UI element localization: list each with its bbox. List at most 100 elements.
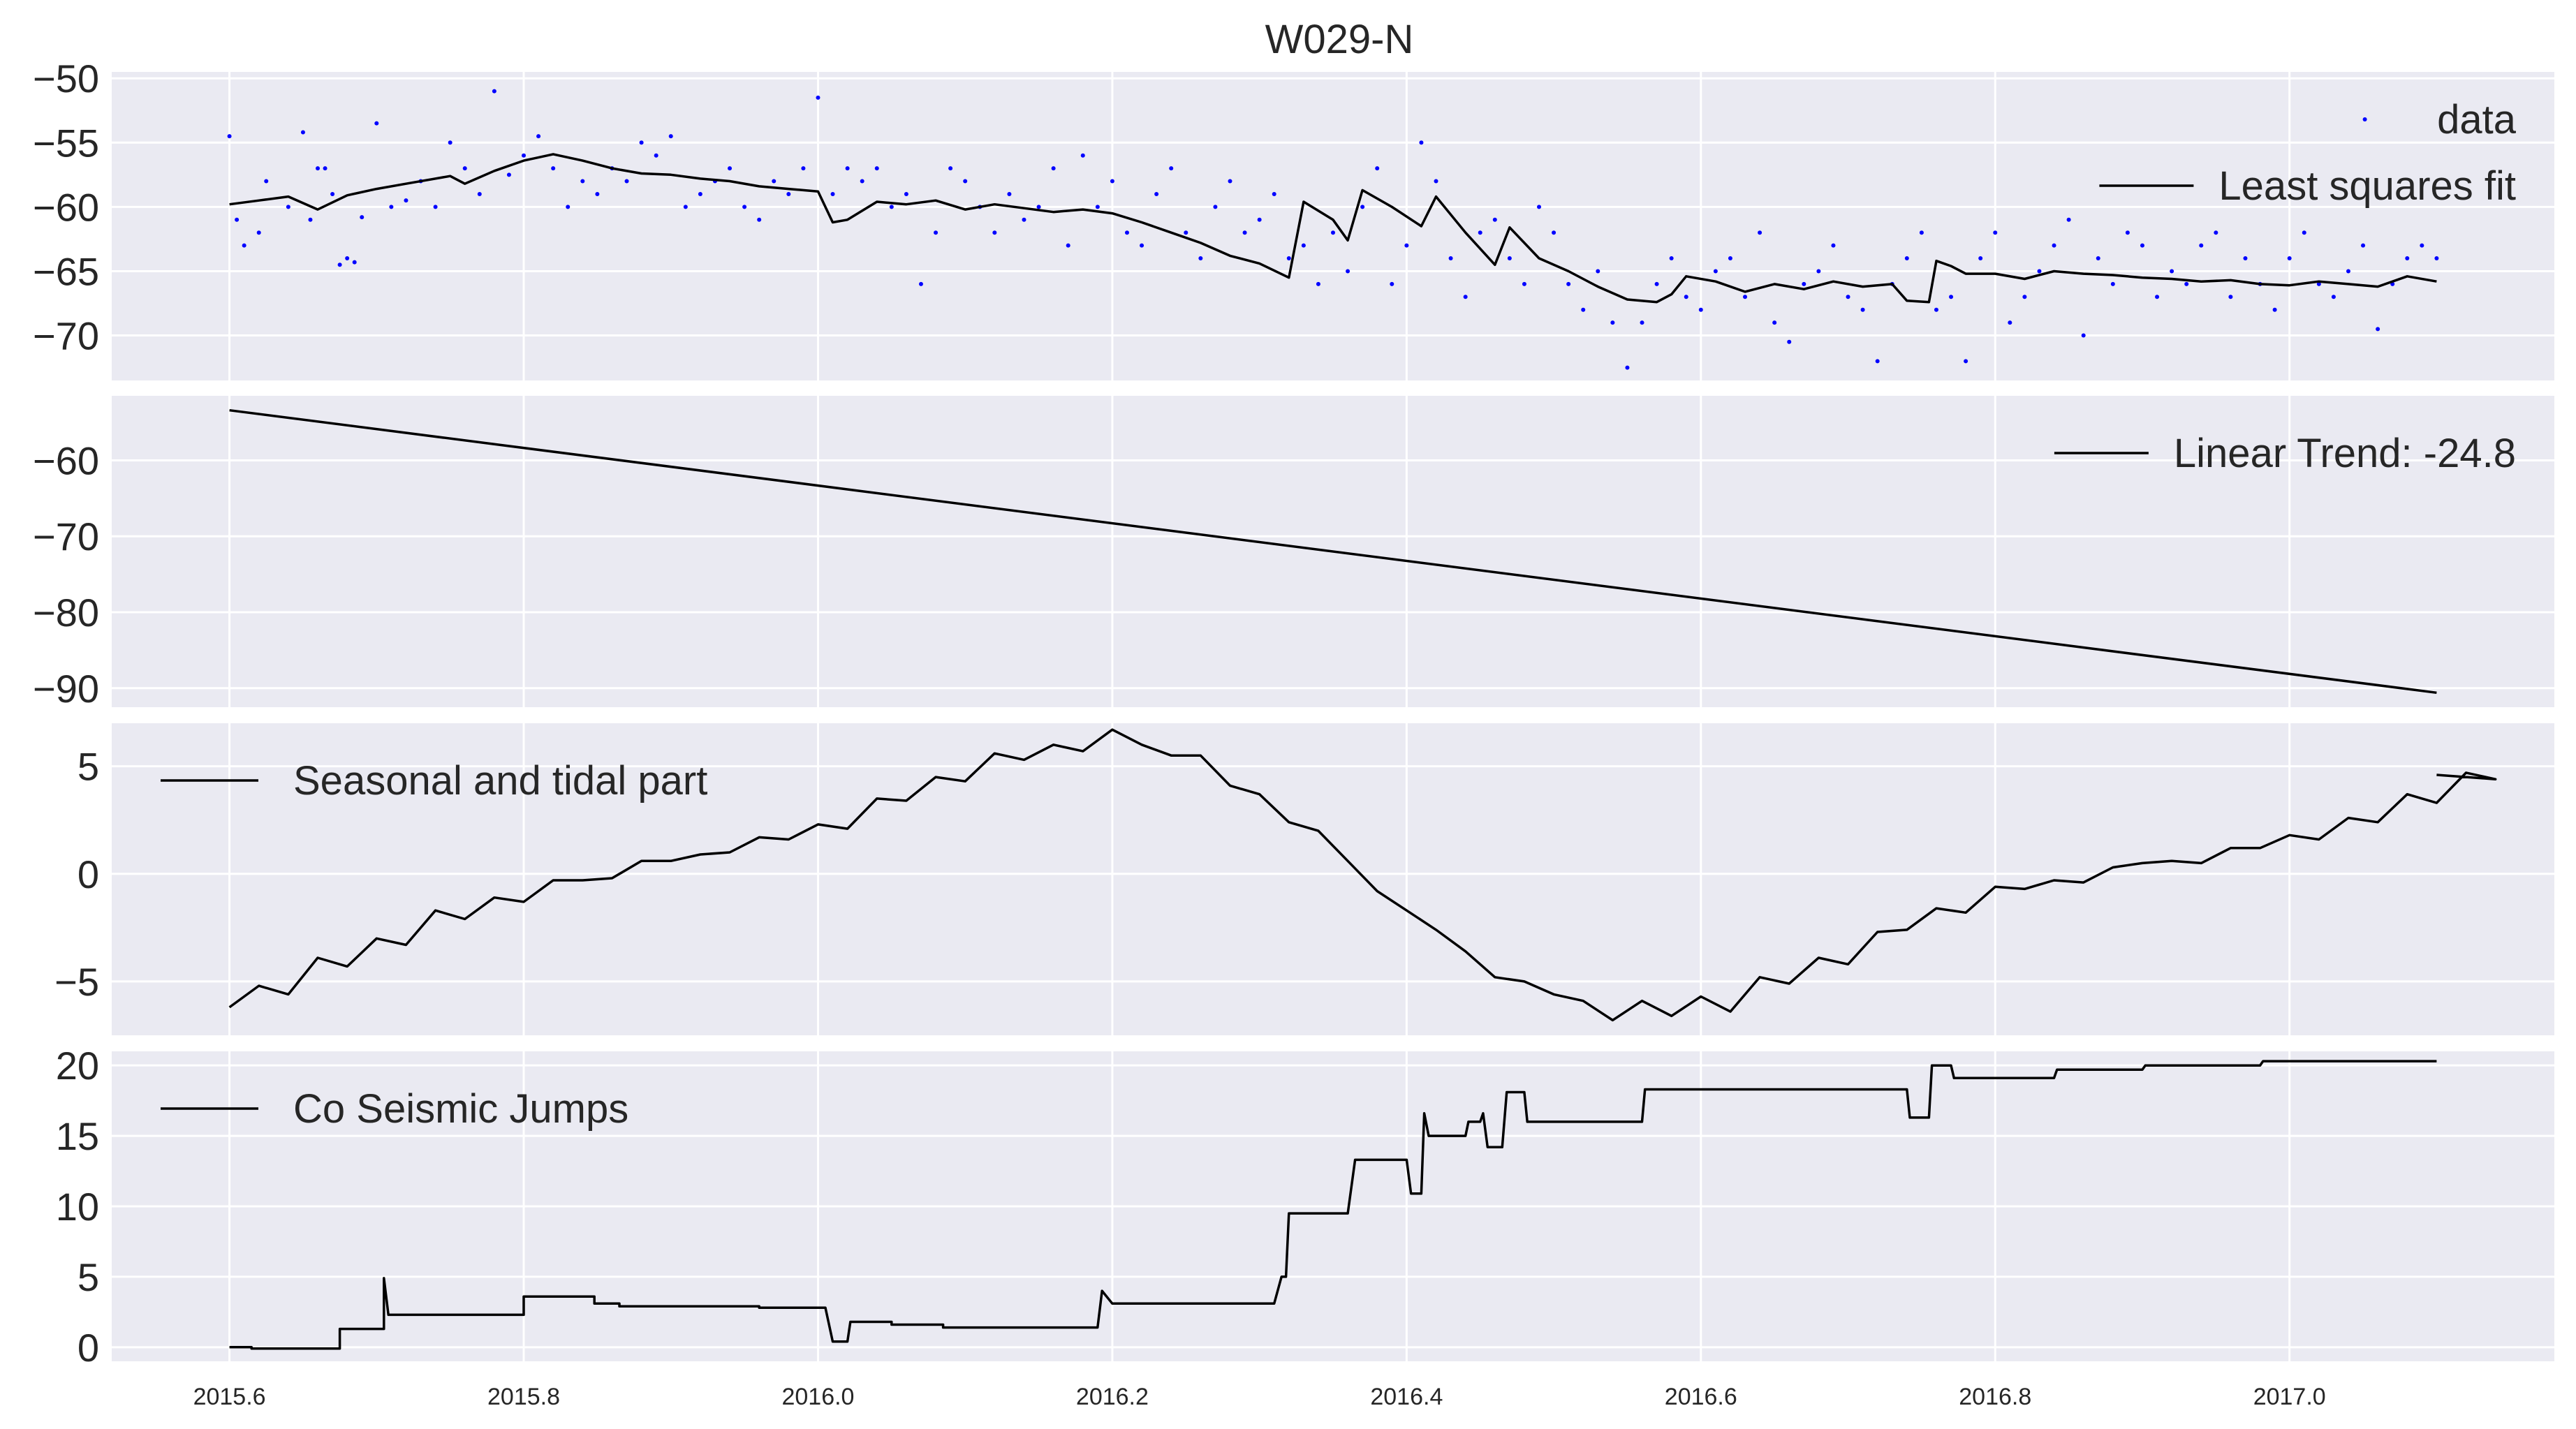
data-point [1007, 191, 1012, 196]
data-point [963, 179, 968, 184]
data-point [308, 217, 313, 222]
data-point [830, 191, 835, 196]
data-point [1610, 320, 1615, 325]
data-point [639, 140, 644, 145]
panel-background [112, 723, 2554, 1035]
data-point [2405, 256, 2410, 261]
data-point [2331, 295, 2336, 299]
data-point [1581, 307, 1586, 312]
data-point [1772, 320, 1777, 325]
data-point [1816, 269, 1821, 274]
data-point [1169, 166, 1174, 171]
data-point [1448, 256, 1453, 261]
y-tick-label: −70 [33, 514, 99, 558]
data-point [2420, 243, 2424, 248]
data-point [242, 243, 246, 248]
data-point [1242, 230, 1247, 235]
data-point [477, 191, 482, 196]
data-point [2170, 269, 2174, 274]
data-point [337, 262, 342, 267]
legend-label: Co Seismic Jumps [293, 1086, 628, 1132]
data-point [2199, 243, 2204, 248]
data-point [1346, 269, 1350, 274]
data-point [918, 281, 923, 286]
data-point [1095, 205, 1100, 209]
data-point [300, 130, 305, 135]
data-point [757, 217, 762, 222]
data-point [1625, 365, 1630, 370]
y-tick-label: −60 [33, 185, 99, 229]
x-tick-label: 2017.0 [2253, 1384, 2326, 1410]
data-point [1022, 217, 1026, 222]
data-point [2228, 295, 2233, 299]
data-point [433, 205, 438, 209]
series-line-least-squares-fit [229, 153, 2437, 304]
data-point [860, 179, 864, 184]
data-point [1066, 243, 1070, 248]
data-point [1831, 243, 1836, 248]
data-point [934, 230, 939, 235]
y-tick-label: −55 [33, 121, 99, 165]
data-point [2140, 243, 2144, 248]
data-point [1036, 205, 1041, 209]
data-point [323, 166, 327, 171]
data-point [889, 205, 894, 209]
data-point [1213, 205, 1218, 209]
data-point [492, 89, 496, 94]
data-point [772, 179, 777, 184]
data-point [2037, 269, 2042, 274]
data-point [1419, 140, 1424, 145]
data-point [2287, 256, 2292, 261]
data-point [1154, 191, 1159, 196]
series-line-seasonal-and-tidal-part [228, 728, 2497, 1022]
data-point [316, 166, 321, 171]
data-point [1110, 179, 1114, 184]
data-point [2214, 230, 2218, 235]
data-point [1492, 217, 1497, 222]
data-point [1404, 243, 1409, 248]
data-point [1978, 256, 1983, 261]
data-point [1713, 269, 1718, 274]
data-point [522, 153, 527, 158]
data-point [1993, 230, 1998, 235]
data-point [595, 191, 600, 196]
data-point [2184, 281, 2189, 286]
data-point [874, 166, 879, 171]
data-point [1698, 307, 1703, 312]
x-tick-label: 2015.6 [193, 1384, 266, 1410]
data-point [506, 172, 511, 177]
legend-label: data [2437, 97, 2517, 142]
y-tick-label: 5 [78, 745, 99, 789]
data-point [698, 191, 702, 196]
data-point [654, 153, 658, 158]
data-point [462, 166, 467, 171]
data-point [2008, 320, 2012, 325]
y-tick-label: −65 [33, 249, 99, 293]
data-point [2434, 256, 2439, 261]
data-point [1507, 256, 1512, 261]
y-tick-label: −70 [33, 314, 99, 358]
data-point [1463, 295, 1468, 299]
data-point [1140, 243, 1145, 248]
data-point [1478, 230, 1482, 235]
y-tick-label: 0 [78, 852, 99, 896]
data-point [374, 121, 379, 126]
data-point [1949, 295, 1954, 299]
data-point [845, 166, 850, 171]
series-line-linear-trend-24-8 [229, 408, 2437, 695]
plot-area [228, 728, 2497, 1022]
data-point [256, 230, 261, 235]
panel-2: −60 −70 −80 −90 Linear Trend: -24.8 [33, 396, 2554, 711]
y-tick-label: 0 [78, 1326, 99, 1370]
data-point [2081, 333, 2086, 338]
legend-label: Seasonal and tidal part [293, 758, 707, 804]
data-point [816, 95, 820, 100]
data-point [2022, 295, 2027, 299]
data-point [1301, 243, 1306, 248]
data-point [948, 166, 953, 171]
data-point [566, 205, 571, 209]
data-point [1904, 256, 1909, 261]
data-point [1375, 166, 1380, 171]
data-point [1654, 281, 1659, 286]
